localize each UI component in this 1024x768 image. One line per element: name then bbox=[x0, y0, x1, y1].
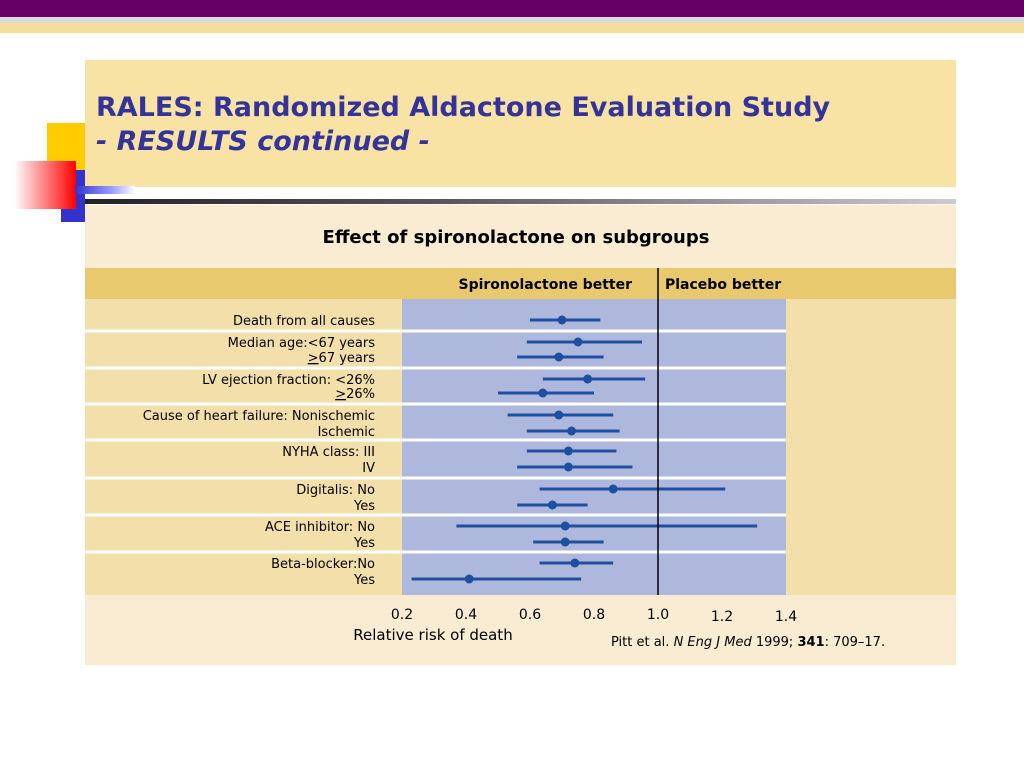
point-estimate bbox=[560, 521, 570, 531]
row-label: Cause of heart failure: Nonischemic bbox=[143, 409, 375, 424]
row-label: >26% bbox=[335, 387, 375, 402]
row-label: Yes bbox=[353, 573, 375, 588]
point-estimate bbox=[570, 558, 580, 568]
point-estimate bbox=[583, 374, 593, 384]
top-divider bbox=[0, 17, 1024, 23]
chart-title: Effect of spironolactone on subgroups bbox=[323, 227, 710, 248]
row-label: Ischemic bbox=[318, 425, 375, 440]
row-label: Median age:<67 years bbox=[228, 336, 376, 351]
row-label: Digitalis: No bbox=[296, 483, 375, 498]
point-estimate bbox=[464, 574, 474, 584]
point-estimate bbox=[573, 337, 583, 347]
top-accent-bar bbox=[0, 0, 1024, 17]
slide-title: RALES: Randomized Aldactone Evaluation S… bbox=[96, 92, 831, 123]
point-estimate bbox=[557, 315, 567, 325]
x-tick-label: 1.4 bbox=[775, 609, 797, 625]
title-underline bbox=[85, 199, 956, 204]
point-estimate bbox=[547, 500, 557, 510]
x-tick-label: 1.2 bbox=[711, 609, 733, 625]
decor-blue-line bbox=[75, 186, 135, 194]
x-tick-label: 0.4 bbox=[455, 607, 477, 623]
citation-year: 1999; bbox=[752, 635, 798, 650]
row-label: Death from all causes bbox=[233, 314, 375, 329]
header-band bbox=[85, 268, 956, 299]
point-estimate bbox=[554, 352, 564, 362]
row-label: Yes bbox=[353, 499, 375, 514]
citation-pages: : 709–17. bbox=[825, 635, 886, 650]
row-label: NYHA class: III bbox=[282, 445, 375, 460]
decor-red-square bbox=[14, 161, 76, 209]
citation-journal: N Eng J Med bbox=[674, 635, 753, 650]
x-tick-label: 0.6 bbox=[519, 607, 541, 623]
row-label: Yes bbox=[353, 536, 375, 551]
x-axis-label: Relative risk of death bbox=[353, 626, 512, 644]
plot-area bbox=[402, 299, 786, 595]
point-estimate bbox=[560, 537, 570, 547]
row-label: >67 years bbox=[308, 351, 376, 366]
citation: Pitt et al. N Eng J Med 1999; 341: 709–1… bbox=[611, 635, 885, 650]
x-tick-label: 0.2 bbox=[391, 607, 413, 623]
row-label: ACE inhibitor: No bbox=[265, 520, 375, 535]
row-label: Beta-blocker:No bbox=[271, 557, 375, 572]
header-right: Placebo better bbox=[665, 277, 781, 293]
header-left: Spironolactone better bbox=[458, 277, 632, 293]
point-estimate bbox=[608, 484, 618, 494]
top-gold-stripe bbox=[0, 23, 1024, 33]
row-label: LV ejection fraction: <26% bbox=[202, 373, 375, 388]
citation-authors: Pitt et al. bbox=[611, 635, 674, 650]
point-estimate bbox=[563, 446, 573, 456]
title-panel bbox=[85, 60, 956, 187]
point-estimate bbox=[538, 388, 548, 398]
point-estimate bbox=[554, 410, 564, 420]
row-label: IV bbox=[362, 461, 375, 476]
point-estimate bbox=[567, 426, 577, 436]
citation-volume: 341 bbox=[797, 635, 824, 650]
slide-subtitle: - RESULTS continued - bbox=[96, 126, 430, 157]
x-tick-label: 0.8 bbox=[583, 607, 605, 623]
point-estimate bbox=[563, 462, 573, 472]
x-tick-label: 1.0 bbox=[647, 607, 669, 623]
